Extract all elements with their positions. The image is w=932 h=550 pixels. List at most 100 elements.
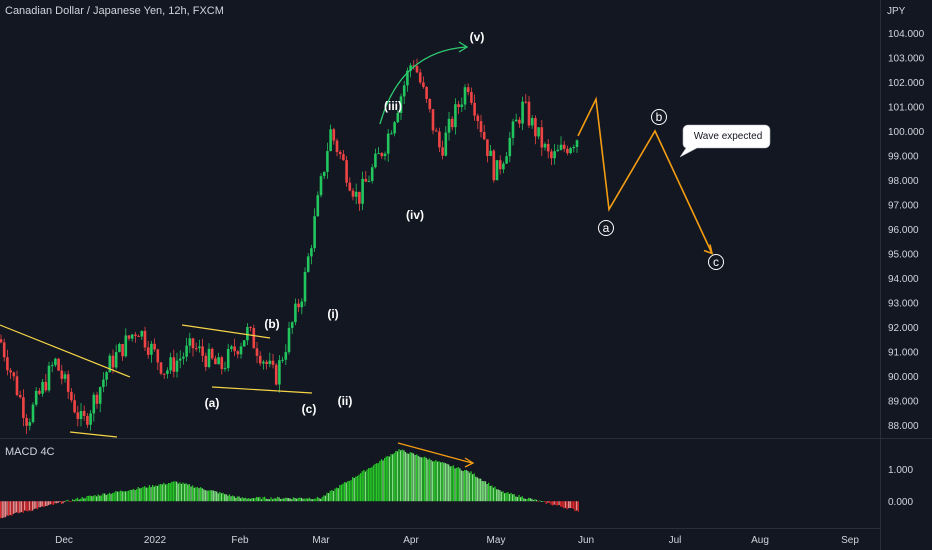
candle-body bbox=[361, 178, 364, 204]
trendline-lower-left[interactable] bbox=[69, 431, 118, 438]
macd-bar bbox=[158, 484, 160, 502]
candle-body bbox=[329, 129, 332, 152]
candle-body bbox=[425, 86, 428, 99]
macd-bar bbox=[296, 498, 298, 502]
candle-body bbox=[316, 195, 320, 217]
macd-bar bbox=[206, 490, 208, 502]
candle-body bbox=[377, 153, 380, 155]
candle-body bbox=[182, 356, 185, 359]
candle-body bbox=[34, 390, 38, 405]
macd-bar bbox=[424, 456, 426, 502]
macd-bar bbox=[409, 452, 411, 502]
macd-bar bbox=[278, 497, 280, 502]
macd-bar bbox=[384, 458, 386, 502]
candle-body bbox=[313, 216, 316, 249]
price-tick-label: 99.000 bbox=[888, 152, 919, 163]
candle-body bbox=[265, 361, 268, 365]
candle-body bbox=[15, 376, 19, 396]
candle-body bbox=[354, 191, 358, 197]
macd-bar bbox=[420, 457, 423, 502]
macd-bar bbox=[27, 501, 29, 512]
candle-body bbox=[114, 352, 118, 368]
candle-body bbox=[239, 346, 243, 355]
macd-bar bbox=[452, 465, 455, 502]
macd-bar bbox=[462, 471, 464, 502]
candle-body bbox=[28, 422, 32, 426]
price-axis[interactable]: JPY 104.000 103.000 102.000 101.000 100.000 9… bbox=[887, 6, 925, 432]
macd-bar bbox=[318, 498, 320, 502]
candle-body bbox=[348, 182, 352, 191]
macd-bar bbox=[59, 501, 61, 503]
macd-bar bbox=[382, 460, 384, 502]
projection-path[interactable] bbox=[577, 96, 714, 255]
macd-bar bbox=[97, 494, 99, 502]
wave-label-iv: (iv) bbox=[406, 208, 424, 222]
time-axis[interactable]: Dec 2022 Feb Mar Apr May Jun Jul Aug Sep bbox=[55, 535, 859, 546]
macd-bar bbox=[96, 496, 98, 502]
callout-bubble bbox=[679, 124, 771, 158]
macd-bar bbox=[563, 501, 565, 509]
candle-body bbox=[364, 178, 368, 182]
candle-body bbox=[492, 150, 496, 181]
candle-body bbox=[428, 98, 432, 110]
candle-body bbox=[396, 112, 400, 123]
macd-bar bbox=[427, 459, 429, 502]
circle-b bbox=[651, 109, 667, 125]
projection-line[interactable] bbox=[577, 96, 713, 254]
macd-bar bbox=[348, 480, 351, 502]
candle-body bbox=[124, 335, 128, 357]
macd-bar bbox=[129, 489, 131, 502]
candle-body bbox=[60, 370, 64, 379]
macd-divergence-line[interactable] bbox=[397, 442, 473, 464]
macd-bar bbox=[161, 484, 163, 502]
macd-axis[interactable]: 1.000 0.000 bbox=[888, 465, 913, 508]
candle-body bbox=[66, 374, 70, 392]
macd-bar bbox=[68, 501, 71, 503]
macd-bar bbox=[134, 490, 136, 502]
candle-body bbox=[466, 87, 470, 93]
candle-body bbox=[191, 338, 195, 349]
candle-body bbox=[12, 372, 16, 377]
wave-expected-callout[interactable]: Wave expected bbox=[679, 124, 771, 158]
trendline-upper-left[interactable] bbox=[0, 324, 131, 378]
macd-tick-label: 0.000 bbox=[888, 497, 913, 508]
macd-bar bbox=[72, 499, 74, 502]
trendline-lower-mid[interactable] bbox=[211, 386, 313, 394]
trendlines[interactable] bbox=[0, 324, 313, 438]
macd-bar bbox=[136, 489, 138, 502]
impulse-arc-arrow[interactable] bbox=[379, 46, 467, 125]
wave-label-b: (b) bbox=[264, 317, 279, 331]
candle-body bbox=[438, 131, 441, 148]
macd-bar bbox=[393, 453, 395, 502]
candle-body bbox=[217, 357, 220, 365]
candle-body bbox=[220, 357, 224, 369]
candle-body bbox=[50, 365, 54, 367]
candle-body bbox=[322, 171, 326, 177]
macd-bar bbox=[139, 488, 141, 502]
macd-bar bbox=[547, 501, 549, 503]
macd-bar bbox=[491, 485, 493, 502]
macd-bar bbox=[425, 457, 427, 502]
candle-body bbox=[572, 146, 576, 149]
macd-bar bbox=[499, 489, 501, 502]
macd-bar bbox=[500, 491, 503, 502]
candle-body bbox=[92, 394, 96, 414]
wave-label-i: (i) bbox=[327, 307, 338, 321]
candle-body bbox=[463, 87, 467, 105]
macd-bar bbox=[200, 487, 202, 502]
candle-body bbox=[214, 358, 217, 365]
candle-body bbox=[82, 411, 86, 416]
macd-bar bbox=[219, 491, 221, 502]
macd-bar bbox=[344, 482, 346, 502]
trendline-upper-mid[interactable] bbox=[181, 324, 271, 339]
macd-bar bbox=[550, 501, 552, 505]
candle-body bbox=[447, 118, 451, 133]
macd-bar bbox=[195, 487, 197, 502]
price-tick-label: 102.000 bbox=[888, 78, 925, 89]
macd-bar bbox=[520, 497, 522, 502]
candle-body bbox=[390, 133, 393, 135]
macd-bar bbox=[107, 494, 109, 502]
macd-bar bbox=[238, 496, 240, 502]
macd-bar bbox=[169, 483, 171, 502]
